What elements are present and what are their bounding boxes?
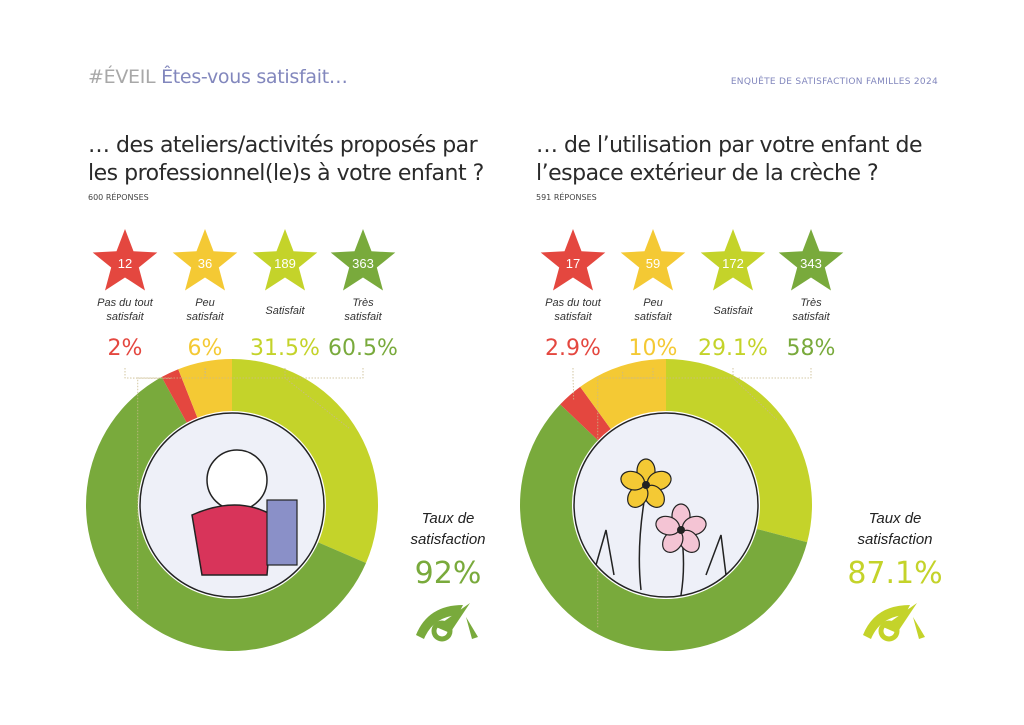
- rating-star-3: [330, 229, 396, 291]
- rating-label: Satisfait: [693, 304, 773, 318]
- donut-slice-pas-du-tout-satisfait: [560, 386, 611, 441]
- rating-percent: 58%: [786, 336, 836, 361]
- rating-label-line: satisfait: [634, 311, 672, 323]
- page-title: Êtes-vous satisfait…: [161, 66, 348, 88]
- flowers-illustration: [573, 412, 759, 598]
- rating-label: Pas du tout satisfait: [533, 296, 613, 324]
- donut-slice-satisfait: [232, 359, 379, 563]
- question-title: l’espace extérieur de la crèche ?: [536, 161, 879, 186]
- rating-count: 36: [198, 256, 212, 271]
- survey-title: ENQUÊTE DE SATISFACTION FAMILLES 2024: [730, 77, 938, 87]
- rating-percent: 31.5%: [250, 336, 320, 361]
- gauge-icon: [863, 603, 925, 642]
- rating-label-line: Très: [352, 297, 374, 309]
- leader-line: [572, 368, 575, 400]
- donut-slice-satisfait: [666, 359, 812, 543]
- rating-star-2: [252, 229, 318, 291]
- satisfaction-rate-label-line: satisfaction: [410, 531, 486, 548]
- rating-count: 189: [274, 256, 296, 271]
- rating-label-line: Très: [800, 297, 822, 309]
- brand-tag: #ÉVEIL: [88, 66, 156, 88]
- rating-label-line: Pas du tout: [97, 297, 153, 309]
- rating-percent: 29.1%: [698, 336, 768, 361]
- gauge-icon: [416, 603, 478, 642]
- rating-label-line: satisfait: [186, 311, 224, 323]
- satisfaction-rate-label-line: Taux de: [421, 510, 475, 527]
- satisfaction-rate-value: 92%: [414, 556, 482, 591]
- rating-label-line: Satisfait: [713, 305, 753, 317]
- rating-star-3: [778, 229, 844, 291]
- satisfaction-rate-value: 87.1%: [847, 556, 943, 591]
- rating-count: 12: [118, 256, 132, 271]
- rating-star-1: [172, 229, 238, 291]
- leader-line: [204, 367, 207, 379]
- donut-slice-peu-satisfait: [580, 359, 666, 429]
- rating-label: Satisfait: [245, 304, 325, 318]
- question-title: … de l’utilisation par votre enfant de: [536, 133, 923, 158]
- response-count: 591 RÉPONSES: [536, 193, 597, 202]
- rating-label-line: satisfait: [344, 311, 382, 323]
- satisfaction-rate-label-line: Taux de: [868, 510, 922, 527]
- rating-label-line: Pas du tout: [545, 297, 601, 309]
- leader-line: [124, 368, 173, 379]
- donut-slice-très-satisfait: [519, 404, 808, 651]
- donut-slice-pas-du-tout-satisfait: [161, 369, 198, 423]
- leader-line: [622, 368, 654, 379]
- rating-label: Très satisfait: [771, 296, 851, 324]
- rating-label: Très satisfait: [323, 296, 403, 324]
- rating-count: 17: [566, 256, 580, 271]
- rating-label: Peu satisfait: [165, 296, 245, 324]
- question-title: les professionnel(le)s à votre enfant ?: [88, 161, 484, 186]
- rating-label-line: satisfait: [554, 311, 592, 323]
- rating-count: 363: [352, 256, 374, 271]
- rating-percent: 6%: [187, 336, 223, 361]
- satisfaction-rate-label-line: satisfaction: [857, 531, 933, 548]
- rating-label-line: satisfait: [792, 311, 830, 323]
- rating-percent: 60.5%: [328, 336, 398, 361]
- page-header: #ÉVEIL Êtes-vous satisfait…: [88, 66, 348, 88]
- rating-count: 59: [646, 256, 660, 271]
- rating-star-0: [540, 229, 606, 291]
- rating-percent: 10%: [628, 336, 678, 361]
- rating-count: 172: [722, 256, 744, 271]
- rating-label-line: Satisfait: [265, 305, 305, 317]
- rating-count: 343: [800, 256, 822, 271]
- rating-label: Pas du tout satisfait: [85, 296, 165, 324]
- donut-slice-très-satisfait: [86, 377, 366, 651]
- rating-star-1: [620, 229, 686, 291]
- rating-star-2: [700, 229, 766, 291]
- rating-percent: 2.9%: [545, 336, 601, 361]
- question-title: … des ateliers/activités proposés par: [88, 133, 478, 158]
- response-count: 600 RÉPONSES: [88, 193, 149, 202]
- rating-label-line: Peu: [643, 297, 663, 309]
- rating-star-0: [92, 229, 158, 291]
- rating-label: Peu satisfait: [613, 296, 693, 324]
- satisfaction-rate-label: Taux de satisfaction: [830, 508, 960, 550]
- donut-slice-peu-satisfait: [178, 359, 232, 418]
- rating-label-line: satisfait: [106, 311, 144, 323]
- satisfaction-rate-label: Taux de satisfaction: [383, 508, 513, 550]
- rating-label-line: Peu: [195, 297, 215, 309]
- rating-percent: 2%: [107, 336, 143, 361]
